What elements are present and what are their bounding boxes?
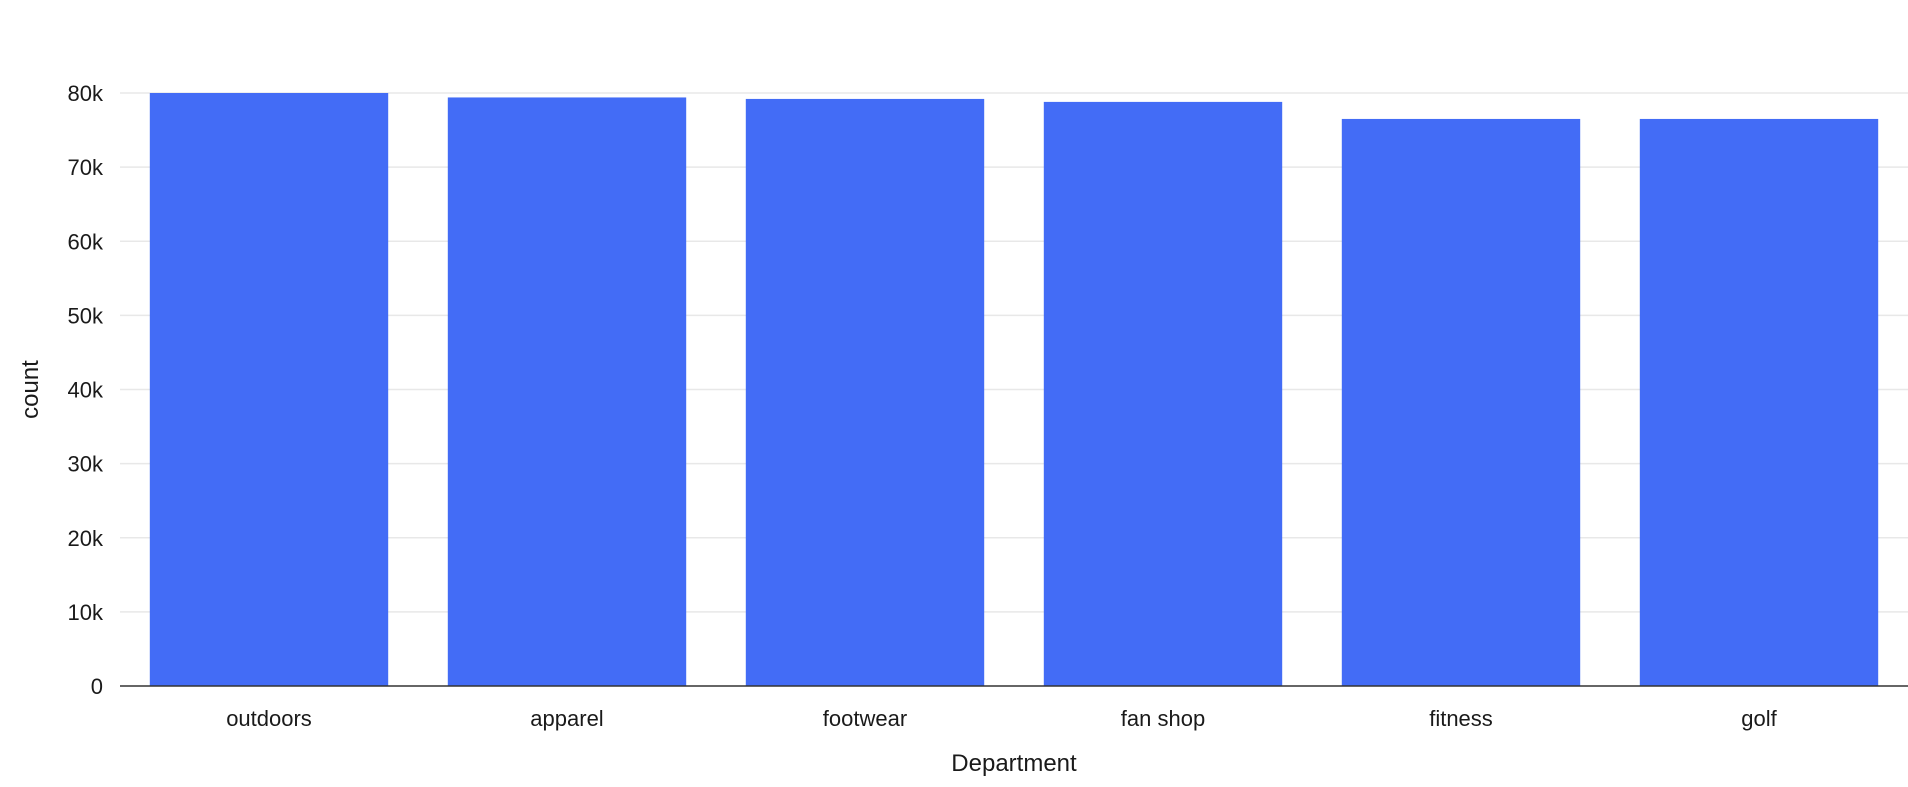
y-tick-label: 50k xyxy=(68,303,104,328)
x-tick-label: fan shop xyxy=(1121,706,1205,731)
x-tick-label: apparel xyxy=(530,706,603,731)
y-axis-title: count xyxy=(17,360,44,419)
y-tick-label: 40k xyxy=(68,378,104,403)
x-tick-labels: outdoors apparel footwear fan shop fitness go… xyxy=(226,706,1777,731)
x-tick-label: golf xyxy=(1741,706,1777,731)
x-tick-label: fitness xyxy=(1429,706,1493,731)
y-tick-label: 10k xyxy=(68,600,104,625)
bar-fan-shop[interactable] xyxy=(1043,101,1283,686)
bar-apparel[interactable] xyxy=(447,97,687,686)
y-tick-label: 80k xyxy=(68,81,104,106)
bar-outdoors[interactable] xyxy=(149,93,389,686)
y-tick-label: 60k xyxy=(68,229,104,254)
bar-footwear[interactable] xyxy=(745,98,985,687)
x-axis-title: Department xyxy=(951,750,1077,777)
bar-golf[interactable] xyxy=(1639,118,1879,687)
y-tick-labels: 0 10k 20k 30k 40k 50k 60k 70k 80k xyxy=(68,81,104,699)
x-tick-label: footwear xyxy=(823,706,907,731)
y-tick-label: 0 xyxy=(91,674,103,699)
x-tick-label: outdoors xyxy=(226,706,312,731)
bar-fitness[interactable] xyxy=(1341,118,1581,687)
bars xyxy=(149,93,1879,687)
gridlines xyxy=(120,92,1908,613)
y-tick-label: 30k xyxy=(68,452,104,477)
y-tick-label: 70k xyxy=(68,155,104,180)
y-tick-label: 20k xyxy=(68,526,104,551)
